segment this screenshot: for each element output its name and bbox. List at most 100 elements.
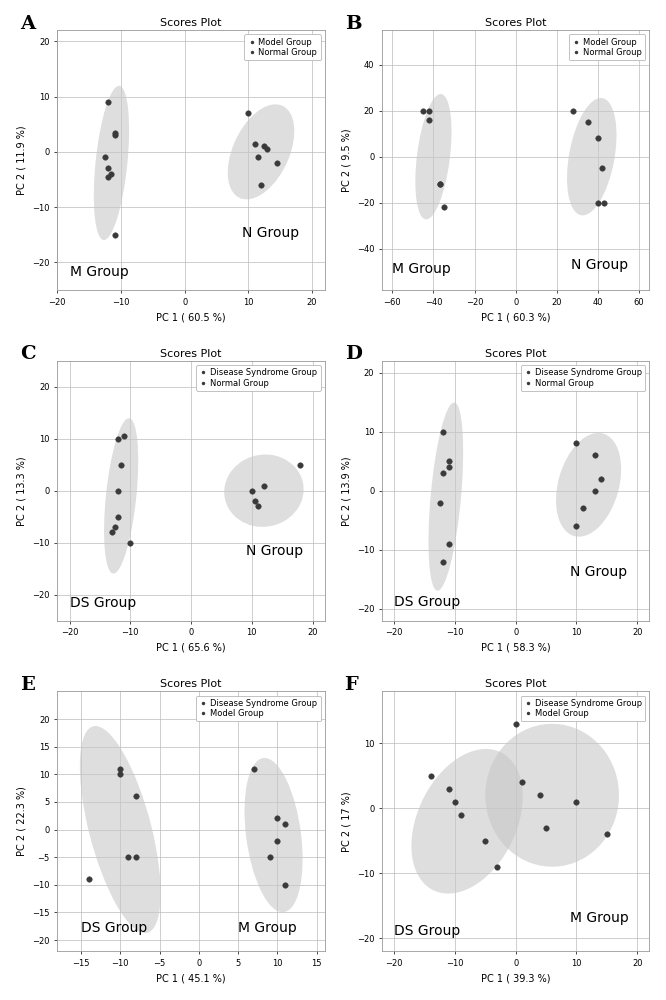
Point: [109, 227, 120, 243]
Legend: Disease Syndrome Group, Model Group: Disease Syndrome Group, Model Group: [196, 696, 320, 721]
Point: [115, 766, 126, 782]
Point: [510, 716, 521, 732]
Point: [568, 103, 579, 119]
Point: [272, 810, 283, 826]
X-axis label: PC 1 ( 39.3 %): PC 1 ( 39.3 %): [481, 973, 550, 983]
Y-axis label: PC 2 ( 17 %): PC 2 ( 17 %): [342, 791, 352, 852]
Ellipse shape: [94, 86, 129, 240]
Point: [123, 849, 133, 865]
Text: C: C: [20, 345, 35, 363]
Text: M Group: M Group: [392, 262, 451, 276]
Ellipse shape: [556, 433, 621, 537]
Title: Scores Plot: Scores Plot: [161, 349, 222, 359]
Point: [103, 94, 114, 110]
Point: [103, 160, 114, 176]
Text: M Group: M Group: [70, 265, 129, 279]
Point: [444, 453, 454, 469]
Text: DS Group: DS Group: [81, 921, 147, 935]
Point: [116, 457, 127, 473]
Point: [426, 768, 436, 784]
Point: [589, 447, 600, 463]
Point: [492, 859, 503, 875]
Point: [272, 833, 283, 849]
Ellipse shape: [416, 94, 452, 219]
Point: [438, 554, 448, 570]
Legend: Model Group, Normal Group: Model Group, Normal Group: [569, 34, 645, 60]
Point: [246, 483, 257, 499]
Point: [541, 820, 551, 836]
Point: [119, 428, 129, 444]
Y-axis label: PC 2 ( 11.9 %): PC 2 ( 11.9 %): [17, 125, 27, 195]
Text: N Group: N Group: [571, 258, 628, 272]
Point: [113, 431, 123, 447]
Text: A: A: [20, 15, 35, 33]
Point: [444, 536, 454, 552]
Point: [589, 483, 600, 499]
Text: E: E: [20, 676, 35, 694]
Point: [438, 424, 448, 440]
Text: DS Group: DS Group: [69, 596, 136, 610]
Point: [599, 195, 609, 211]
Text: N Group: N Group: [242, 226, 299, 240]
Point: [103, 169, 114, 185]
Point: [115, 761, 126, 777]
Point: [250, 493, 260, 509]
Ellipse shape: [228, 104, 294, 199]
Point: [571, 794, 582, 810]
Point: [571, 435, 582, 451]
Legend: Disease Syndrome Group, Normal Group: Disease Syndrome Group, Normal Group: [521, 365, 645, 391]
Point: [593, 195, 603, 211]
Point: [424, 112, 435, 128]
Point: [601, 826, 612, 842]
Point: [444, 781, 454, 797]
Point: [264, 849, 275, 865]
Point: [582, 114, 593, 130]
Ellipse shape: [80, 726, 161, 933]
X-axis label: PC 1 ( 58.3 %): PC 1 ( 58.3 %): [481, 643, 551, 653]
Legend: Model Group, Normal Group: Model Group, Normal Group: [244, 34, 320, 60]
Text: DS Group: DS Group: [394, 595, 460, 609]
Point: [434, 176, 445, 192]
Point: [280, 877, 290, 893]
Title: Scores Plot: Scores Plot: [161, 679, 222, 689]
Point: [248, 761, 259, 777]
Point: [110, 519, 121, 535]
X-axis label: PC 1 ( 45.1 %): PC 1 ( 45.1 %): [157, 973, 226, 983]
Ellipse shape: [224, 454, 304, 527]
Point: [424, 103, 435, 119]
Point: [571, 518, 582, 534]
Point: [434, 176, 445, 192]
Point: [438, 465, 448, 481]
Point: [107, 524, 117, 540]
Text: D: D: [344, 345, 362, 363]
Point: [577, 500, 588, 516]
Legend: Disease Syndrome Group, Normal Group: Disease Syndrome Group, Normal Group: [196, 365, 320, 391]
Y-axis label: PC 2 ( 13.9 %): PC 2 ( 13.9 %): [342, 456, 352, 526]
Point: [535, 787, 545, 803]
Point: [597, 160, 607, 176]
Point: [438, 199, 449, 215]
Point: [256, 177, 266, 193]
Text: N Group: N Group: [246, 544, 303, 558]
Point: [480, 833, 491, 849]
Point: [295, 457, 306, 473]
Point: [258, 478, 269, 494]
Point: [593, 130, 603, 146]
Point: [259, 138, 270, 154]
Point: [272, 155, 282, 171]
Text: M Group: M Group: [238, 921, 297, 935]
Point: [262, 141, 272, 157]
Title: Scores Plot: Scores Plot: [485, 349, 546, 359]
Point: [83, 871, 94, 887]
Point: [109, 127, 120, 143]
Point: [113, 509, 123, 525]
Point: [249, 136, 260, 152]
Text: M Group: M Group: [570, 911, 629, 925]
Text: N Group: N Group: [570, 565, 627, 579]
Ellipse shape: [486, 724, 619, 867]
Point: [280, 816, 290, 832]
Ellipse shape: [567, 98, 617, 215]
Point: [516, 774, 527, 790]
Title: Scores Plot: Scores Plot: [485, 679, 546, 689]
X-axis label: PC 1 ( 60.5 %): PC 1 ( 60.5 %): [157, 312, 226, 322]
